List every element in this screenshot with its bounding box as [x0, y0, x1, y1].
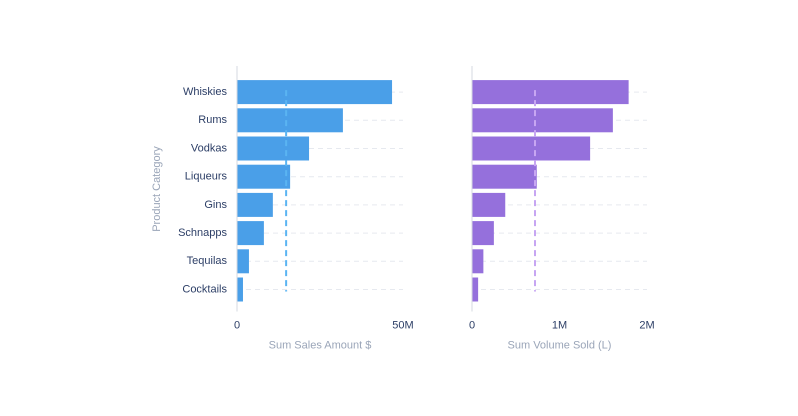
bar: [237, 108, 343, 133]
y-tick-label: Whiskies: [183, 86, 228, 98]
bar: [237, 164, 291, 189]
y-axis-title: Product Category: [151, 146, 163, 232]
bar: [472, 80, 629, 105]
bar: [472, 277, 479, 302]
x-tick-label: 0: [469, 319, 475, 331]
bar: [237, 249, 249, 274]
bar: [237, 221, 264, 246]
y-tick-label: Tequilas: [187, 255, 228, 267]
y-tick-label: Rums: [198, 114, 227, 126]
bar: [237, 192, 273, 217]
x-axis-title: Sum Volume Sold (L): [508, 339, 612, 351]
y-tick-label: Vodkas: [191, 142, 228, 154]
bar: [472, 249, 484, 274]
bar: [472, 108, 613, 133]
bar: [472, 221, 494, 246]
x-axis-title: Sum Sales Amount $: [269, 339, 372, 351]
bar: [237, 277, 243, 302]
x-tick-label: 2M: [639, 319, 654, 331]
bar: [237, 136, 310, 161]
y-tick-label: Schnapps: [178, 227, 227, 239]
x-tick-label: 1M: [552, 319, 567, 331]
y-tick-label: Liqueurs: [185, 171, 228, 183]
y-tick-label: Cocktails: [182, 283, 227, 295]
bar: [472, 164, 537, 189]
bar: [237, 80, 393, 105]
bar: [472, 136, 591, 161]
bar: [472, 192, 506, 217]
x-tick-label: 0: [234, 319, 240, 331]
x-tick-label: 50M: [392, 319, 413, 331]
y-tick-label: Gins: [204, 199, 227, 211]
